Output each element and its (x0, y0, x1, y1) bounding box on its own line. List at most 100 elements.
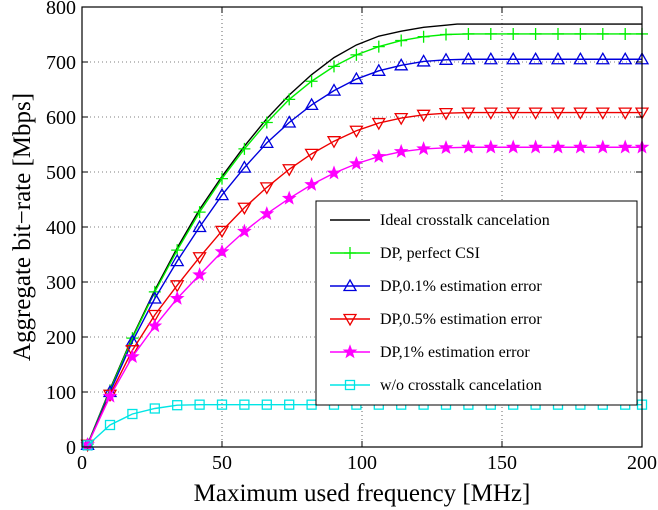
star-marker (528, 139, 543, 154)
plus-marker (619, 27, 632, 40)
y-axis-label: Aggregate bit−rate [Mbps] (9, 93, 36, 361)
triangle-up-marker (528, 51, 543, 65)
square-marker (239, 399, 250, 410)
legend-label: DP,1% estimation error (380, 344, 530, 361)
star-marker (416, 141, 431, 156)
square-marker (261, 399, 272, 410)
triangle-down-marker (483, 107, 498, 120)
star-marker (371, 148, 387, 163)
triangle-up-marker (371, 63, 386, 76)
plus-marker (507, 27, 520, 40)
star-marker (505, 139, 521, 154)
triangle-down-marker (394, 112, 409, 126)
tick-labels: 0 50 100 150 200 0 100 200 300 400 500 600 700 800 (46, 0, 657, 474)
triangle-up-marker (550, 51, 566, 65)
plus-marker (238, 142, 251, 155)
square-marker (194, 399, 205, 410)
x-axis-label: Maximum used frequency [MHz] (194, 480, 531, 507)
square-marker (172, 400, 183, 411)
legend-label: DP,0.5% estimation error (380, 311, 542, 328)
y-tick-label: 300 (46, 272, 76, 294)
triangle-up-marker (326, 83, 342, 96)
y-tick-label: 600 (46, 107, 76, 129)
legend-item: Ideal crosstalk cancelation (330, 212, 550, 229)
series-2 (80, 51, 650, 450)
x-tick-label: 0 (77, 452, 87, 474)
triangle-up-marker (483, 51, 498, 65)
triangle-down-marker (170, 280, 185, 293)
triangle-down-marker (371, 117, 386, 131)
y-tick-label: 0 (66, 437, 76, 459)
triangle-down-marker (342, 313, 358, 327)
plus-marker (462, 27, 475, 40)
triangle-down-marker (550, 107, 566, 120)
plus-marker (395, 34, 408, 47)
star-marker (102, 388, 118, 403)
triangle-up-marker (461, 51, 476, 65)
x-tick-label: 50 (212, 452, 232, 474)
star-marker (281, 190, 297, 205)
star-marker (595, 139, 611, 154)
plus-marker (440, 28, 452, 41)
star-marker (169, 290, 185, 305)
legend-label: Ideal crosstalk cancelation (380, 212, 550, 229)
square-marker (344, 379, 356, 391)
star-marker (550, 139, 566, 154)
x-tick-label: 200 (627, 452, 657, 474)
triangle-down-marker (528, 107, 543, 120)
star-marker (483, 139, 499, 154)
star-marker (342, 344, 358, 359)
x-tick-label: 150 (487, 452, 517, 474)
triangle-down-marker (282, 164, 297, 177)
plus-marker (344, 247, 356, 259)
plus-marker (372, 40, 385, 53)
triangle-up-marker (573, 51, 588, 65)
triangle-down-marker (304, 148, 319, 162)
legend-item: DP,0.1% estimation error (330, 278, 542, 295)
star-marker (438, 140, 454, 155)
triangle-up-marker (416, 54, 431, 67)
y-tick-label: 200 (46, 327, 76, 349)
series-5 (82, 399, 648, 451)
star-marker (393, 143, 409, 158)
triangle-up-marker (192, 219, 207, 233)
triangle-up-marker (438, 52, 454, 65)
plus-marker (283, 93, 296, 106)
series-3 (80, 107, 650, 453)
plus-marker (417, 30, 430, 43)
triangle-down-marker (259, 182, 274, 195)
triangle-up-marker (237, 160, 252, 173)
triangle-down-marker (326, 136, 342, 149)
star-marker (147, 318, 163, 333)
triangle-down-marker (416, 109, 431, 123)
triangle-up-marker (147, 291, 162, 304)
triangle-down-marker (618, 107, 633, 120)
square-marker (149, 403, 160, 414)
triangle-up-marker (506, 51, 521, 65)
square-marker (82, 440, 93, 451)
triangle-down-marker (573, 107, 588, 120)
star-marker (304, 176, 319, 191)
plus-marker (484, 27, 497, 40)
triangle-down-marker (237, 202, 252, 216)
square-marker (216, 399, 228, 410)
legend: Ideal crosstalk cancelation DP, perfect C… (315, 200, 638, 406)
triangle-down-marker (125, 345, 140, 358)
plus-marker (574, 27, 587, 40)
legend-item: DP,1% estimation error (330, 344, 530, 361)
triangle-up-marker (394, 57, 409, 71)
plus-marker (529, 27, 542, 40)
triangle-down-marker (147, 309, 162, 323)
y-tick-label: 800 (46, 0, 76, 19)
triangle-up-marker (342, 278, 358, 292)
legend-item: w/o crosstalk cancelation (330, 377, 542, 394)
triangle-down-marker (595, 107, 610, 120)
star-marker (461, 139, 476, 154)
star-marker (326, 165, 342, 180)
plus-marker (552, 27, 564, 40)
triangle-down-marker (192, 252, 207, 265)
star-marker (214, 244, 230, 258)
legend-item: DP, perfect CSI (330, 245, 480, 262)
legend-label: w/o crosstalk cancelation (380, 377, 542, 394)
plus-marker (328, 60, 340, 73)
